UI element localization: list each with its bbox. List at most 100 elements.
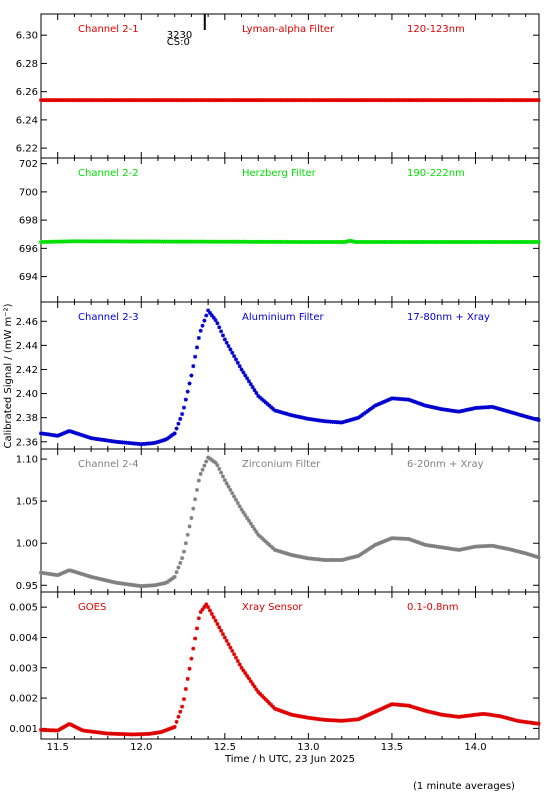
data-point (345, 239, 350, 244)
data-point (376, 708, 381, 713)
data-point (417, 540, 422, 545)
data-point (165, 436, 170, 441)
data-point (196, 478, 201, 483)
data-point (406, 397, 411, 402)
data-point (378, 401, 383, 406)
data-point (363, 713, 368, 718)
data-point (196, 616, 201, 621)
x-tick-label: 13.0 (297, 742, 319, 753)
data-point (187, 524, 192, 529)
data-point (202, 318, 207, 323)
data-point (239, 507, 244, 512)
data-point (174, 426, 179, 431)
data-point (217, 625, 222, 630)
panel-label: Lyman-alpha Filter (242, 24, 335, 35)
data-point (163, 437, 168, 442)
data-point (508, 717, 513, 722)
data-point (382, 705, 387, 710)
data-point (527, 415, 532, 420)
data-point (246, 518, 251, 523)
data-point (237, 504, 242, 509)
y-tick-label: 2.40 (16, 389, 38, 400)
data-point (278, 410, 283, 415)
data-point (172, 574, 177, 579)
data-point (261, 537, 266, 542)
data-point (388, 397, 393, 402)
data-point (174, 570, 179, 575)
data-point (213, 618, 218, 623)
data-point (365, 713, 370, 718)
data-point (412, 399, 417, 404)
data-point (384, 704, 389, 709)
data-point (189, 656, 194, 661)
data-point (63, 724, 68, 729)
data-point (170, 432, 175, 437)
data-point (510, 410, 515, 415)
data-point (495, 406, 500, 411)
data-point (194, 487, 199, 492)
data-point (200, 323, 205, 328)
data-point (410, 398, 415, 403)
data-point (254, 529, 259, 534)
data-point (246, 379, 251, 384)
y-tick-label: 1.05 (16, 497, 38, 508)
data-point (167, 727, 172, 732)
data-point (226, 344, 231, 349)
data-point (349, 417, 354, 422)
data-point (252, 684, 257, 689)
data-point (410, 538, 415, 543)
y-tick-label: 2.46 (16, 317, 38, 328)
data-point (406, 703, 411, 708)
data-point (202, 463, 207, 468)
data-point (274, 548, 279, 553)
data-point (59, 432, 64, 437)
data-series-goes (39, 602, 541, 737)
data-point (235, 659, 240, 664)
data-point (386, 537, 391, 542)
data-point (233, 497, 238, 502)
data-point (519, 413, 524, 418)
y-tick-label: 2.38 (16, 413, 38, 424)
data-point (261, 695, 266, 700)
data-point (358, 716, 363, 721)
data-point (414, 705, 419, 710)
data-point (85, 434, 90, 439)
data-point (415, 540, 420, 545)
data-point (339, 420, 344, 425)
data-point (367, 712, 372, 717)
data-point (159, 729, 164, 734)
data-point (358, 414, 363, 419)
data-point (414, 539, 419, 544)
data-point (343, 419, 348, 424)
data-point (222, 635, 227, 640)
data-point (170, 725, 175, 730)
data-point (278, 549, 283, 554)
data-point (185, 676, 190, 681)
data-point (380, 400, 385, 405)
data-point (493, 405, 498, 410)
y-tick-label: 0.002 (9, 694, 38, 705)
data-point (263, 539, 268, 544)
data-point (246, 676, 251, 681)
data-point (64, 429, 69, 434)
data-point (235, 501, 240, 506)
data-point (363, 548, 368, 553)
data-point (254, 687, 259, 692)
data-point (280, 410, 285, 415)
data-point (265, 402, 270, 407)
data-point (284, 411, 289, 416)
data-point (191, 364, 196, 369)
y-tick-label: 0.001 (9, 724, 38, 735)
data-point (241, 668, 246, 673)
data-point (419, 707, 424, 712)
data-point (200, 467, 205, 472)
data-point (276, 409, 281, 414)
y-tick-label: 0.004 (9, 633, 38, 644)
data-point (70, 429, 75, 434)
data-point (55, 433, 60, 438)
data-point (76, 431, 81, 436)
data-point (369, 545, 374, 550)
data-point (180, 704, 185, 709)
panel-label: 120-123nm (407, 24, 465, 35)
